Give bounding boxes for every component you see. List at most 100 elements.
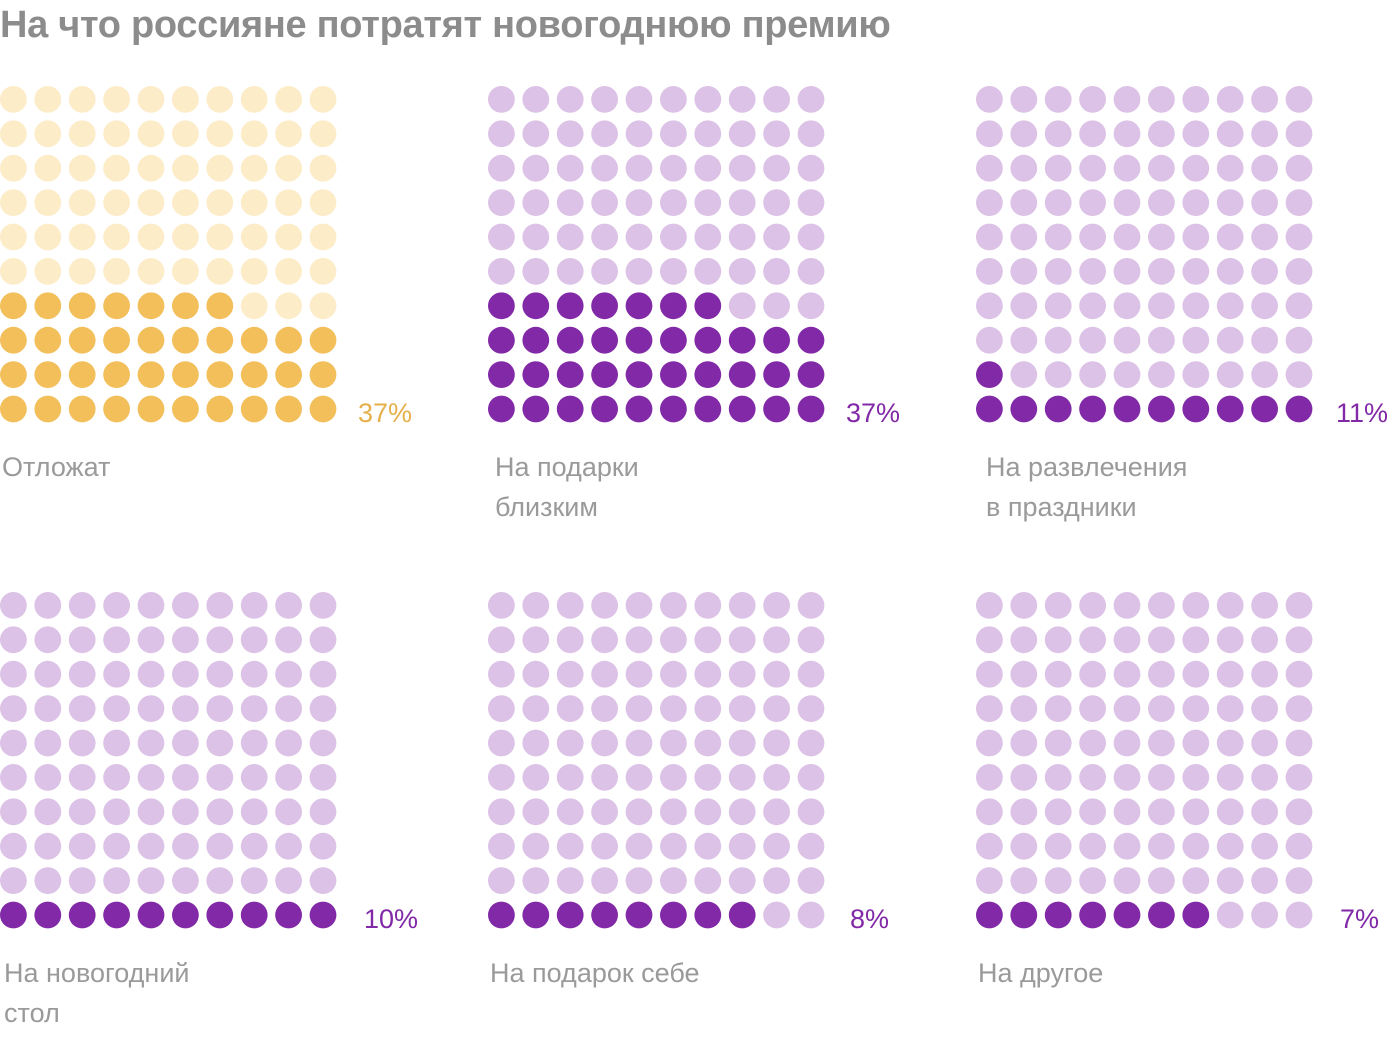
waffle-dot-empty (1285, 361, 1313, 388)
waffle-dot-empty (1216, 361, 1244, 388)
waffle-dot-empty (172, 592, 199, 619)
waffle-dot-empty (763, 223, 790, 251)
waffle-dot-empty (1079, 798, 1106, 826)
waffle-dot-empty (694, 867, 722, 894)
waffle-dot-empty (1044, 154, 1072, 182)
waffle-dot-empty (694, 592, 722, 619)
waffle-dot-filled (591, 292, 618, 320)
waffle-dot-empty (103, 154, 130, 182)
waffle-dot-empty (694, 86, 722, 113)
waffle-dot-empty (1113, 660, 1141, 688)
waffle-dot-empty (172, 764, 199, 791)
waffle-dot-empty (34, 189, 62, 216)
waffle-dot-empty (488, 729, 515, 757)
waffle-dot-filled (522, 901, 550, 929)
waffle-dot-filled (137, 292, 165, 320)
waffle-dot-empty (206, 86, 234, 113)
waffle-dot-empty (1216, 867, 1244, 894)
waffle-dot-empty (976, 292, 1003, 320)
waffle-dot-empty (1182, 660, 1210, 688)
waffle-dot-empty (625, 660, 653, 688)
waffle-dot-filled (172, 361, 199, 388)
waffle-dot-empty (1285, 223, 1313, 251)
waffle-dot-empty (797, 154, 825, 182)
waffle-panel-other: 7% На другое (976, 592, 1400, 1032)
waffle-dot-empty (625, 120, 653, 148)
waffle-dot-empty (1113, 361, 1141, 388)
waffle-dot-empty (763, 189, 790, 216)
waffle-dot-filled (763, 326, 790, 354)
waffle-dot-empty (1251, 223, 1278, 251)
category-label: На подарок себе (490, 958, 700, 988)
waffle-dot-empty (103, 189, 130, 216)
waffle-dot-empty (797, 660, 825, 688)
waffle-dot-filled (103, 395, 130, 423)
waffle-dot-empty (488, 258, 515, 285)
waffle-dot-filled (1010, 395, 1038, 423)
waffle-dot-filled (172, 292, 199, 320)
waffle-dot-empty (591, 764, 618, 791)
waffle-dot-filled (172, 326, 199, 354)
waffle-dot-empty (1251, 832, 1278, 860)
waffle-dot-empty (206, 223, 234, 251)
waffle-dot-empty (728, 626, 756, 654)
waffle-dot-filled (68, 361, 96, 388)
waffle-dot-empty (309, 292, 337, 320)
waffle-dot-empty (1182, 867, 1210, 894)
waffle-dot-empty (1251, 258, 1278, 285)
waffle-dot-empty (1113, 154, 1141, 182)
waffle-dot-filled (488, 326, 515, 354)
waffle-dot-empty (137, 86, 165, 113)
waffle-dot-empty (137, 764, 165, 791)
waffle-dot-empty (275, 798, 302, 826)
waffle-dot-empty (1113, 729, 1141, 757)
waffle-dot-empty (68, 729, 96, 757)
waffle-dot-filled (103, 326, 130, 354)
waffle-dot-empty (1010, 832, 1038, 860)
waffle-dot-filled (1113, 901, 1141, 929)
waffle-dot-empty (1044, 867, 1072, 894)
waffle-dot-empty (1113, 764, 1141, 791)
waffle-dot-empty (1285, 292, 1313, 320)
waffle-dot-empty (522, 867, 550, 894)
waffle-dot-empty (763, 120, 790, 148)
waffle-dot-empty (1148, 223, 1175, 251)
waffle-dot-empty (1010, 729, 1038, 757)
waffle-dot-filled (1148, 395, 1175, 423)
waffle-dot-filled (34, 901, 62, 929)
waffle-dot-empty (556, 729, 584, 757)
waffle-dot-empty (309, 660, 337, 688)
waffle-dot-empty (240, 223, 268, 251)
waffle-dot-filled (206, 361, 234, 388)
waffle-dot-empty (1044, 729, 1072, 757)
waffle-dot-empty (1079, 361, 1106, 388)
waffle-dot-empty (275, 292, 302, 320)
waffle-grid (488, 86, 825, 423)
waffle-dot-empty (591, 189, 618, 216)
waffle-dot-empty (1182, 626, 1210, 654)
waffle-dot-empty (625, 832, 653, 860)
waffle-dot-empty (1079, 592, 1106, 619)
waffle-dot-filled (763, 361, 790, 388)
waffle-dot-empty (1148, 189, 1175, 216)
waffle-dot-empty (976, 798, 1003, 826)
waffle-dot-empty (591, 832, 618, 860)
waffle-dot-empty (103, 120, 130, 148)
waffle-dot-empty (0, 154, 27, 182)
waffle-dot-empty (240, 660, 268, 688)
waffle-dot-empty (103, 626, 130, 654)
waffle-dot-empty (797, 832, 825, 860)
waffle-dot-filled (625, 326, 653, 354)
waffle-dot-empty (1182, 292, 1210, 320)
waffle-panel-entertainment: 11% На развлечения в праздники (976, 86, 1400, 526)
waffle-dot-empty (240, 867, 268, 894)
waffle-dot-empty (275, 86, 302, 113)
waffle-dot-empty (1010, 592, 1038, 619)
waffle-dot-empty (1251, 867, 1278, 894)
waffle-dot-empty (763, 592, 790, 619)
waffle-dot-empty (1216, 592, 1244, 619)
waffle-dot-empty (0, 764, 27, 791)
waffle-dot-empty (522, 592, 550, 619)
waffle-dot-empty (728, 223, 756, 251)
waffle-dot-empty (34, 120, 62, 148)
